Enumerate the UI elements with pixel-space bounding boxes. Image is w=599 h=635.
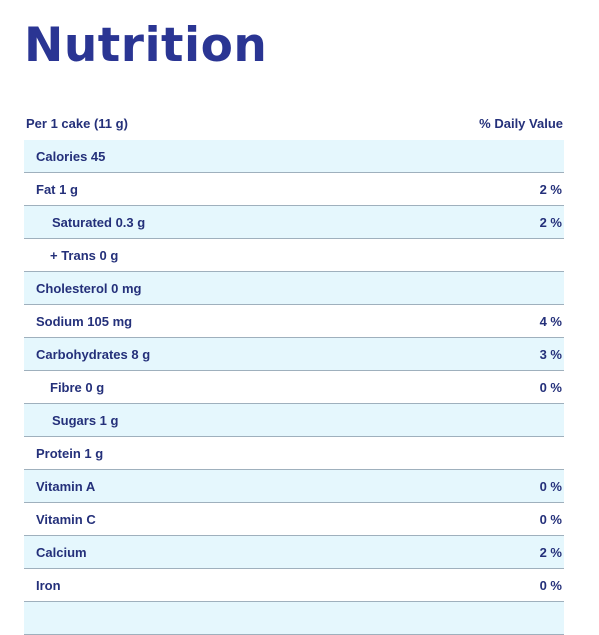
nutrient-label: Iron xyxy=(36,577,61,593)
table-header: Per 1 cake (11 g) % Daily Value xyxy=(26,116,563,131)
nutrient-label: Carbohydrates 8 g xyxy=(36,346,151,362)
nutrition-row-saturated: Saturated 0.3 g 2 % xyxy=(24,206,564,239)
daily-value-header: % Daily Value xyxy=(479,116,563,131)
nutrient-label: Saturated 0.3 g xyxy=(52,214,146,230)
nutrient-label: Vitamin C xyxy=(36,511,96,527)
daily-value-percent: 0 % xyxy=(539,379,562,395)
nutrition-row-sodium: Sodium 105 mg 4 % xyxy=(24,305,564,338)
nutrient-label: Protein 1 g xyxy=(36,445,104,461)
nutrient-label: + Trans 0 g xyxy=(50,247,119,263)
daily-value-percent: 0 % xyxy=(539,478,562,494)
daily-value-percent: 2 % xyxy=(539,181,562,197)
daily-value-percent: 4 % xyxy=(539,313,562,329)
daily-value-percent: 0 % xyxy=(539,511,562,527)
nutrient-label: Fibre 0 g xyxy=(50,379,105,395)
nutrient-label: Sugars 1 g xyxy=(52,412,119,428)
page-title: Nutrition xyxy=(24,18,268,73)
nutrition-row-protein: Protein 1 g xyxy=(24,437,564,470)
nutrition-row-sugars: Sugars 1 g xyxy=(24,404,564,437)
nutrient-label: Cholesterol 0 mg xyxy=(36,280,142,296)
nutrition-row-fibre: Fibre 0 g 0 % xyxy=(24,371,564,404)
nutrient-label: Calcium xyxy=(36,544,87,560)
daily-value-percent: 0 % xyxy=(539,577,562,593)
nutrient-label: Vitamin A xyxy=(36,478,96,494)
daily-value-percent: 2 % xyxy=(539,544,562,560)
nutrition-row-calcium: Calcium 2 % xyxy=(24,536,564,569)
nutrition-row-vitamin-c: Vitamin C 0 % xyxy=(24,503,564,536)
serving-size-label: Per 1 cake (11 g) xyxy=(26,116,128,131)
nutrient-label: Fat 1 g xyxy=(36,181,78,197)
nutrition-table: Calories 45 Fat 1 g 2 % Saturated 0.3 g … xyxy=(24,140,564,635)
nutrient-label: Calories 45 xyxy=(36,148,106,164)
nutrition-row-cholesterol: Cholesterol 0 mg xyxy=(24,272,564,305)
daily-value-percent: 3 % xyxy=(539,346,562,362)
nutrition-row-iron: Iron 0 % xyxy=(24,569,564,602)
nutrition-row-vitamin-a: Vitamin A 0 % xyxy=(24,470,564,503)
nutrition-row-calories: Calories 45 xyxy=(24,140,564,173)
nutrition-row-fat: Fat 1 g 2 % xyxy=(24,173,564,206)
nutrition-row-carbohydrates: Carbohydrates 8 g 3 % xyxy=(24,338,564,371)
nutrition-row-trans: + Trans 0 g xyxy=(24,239,564,272)
nutrition-row-empty xyxy=(24,602,564,635)
nutrient-label: Sodium 105 mg xyxy=(36,313,133,329)
daily-value-percent: 2 % xyxy=(539,214,562,230)
